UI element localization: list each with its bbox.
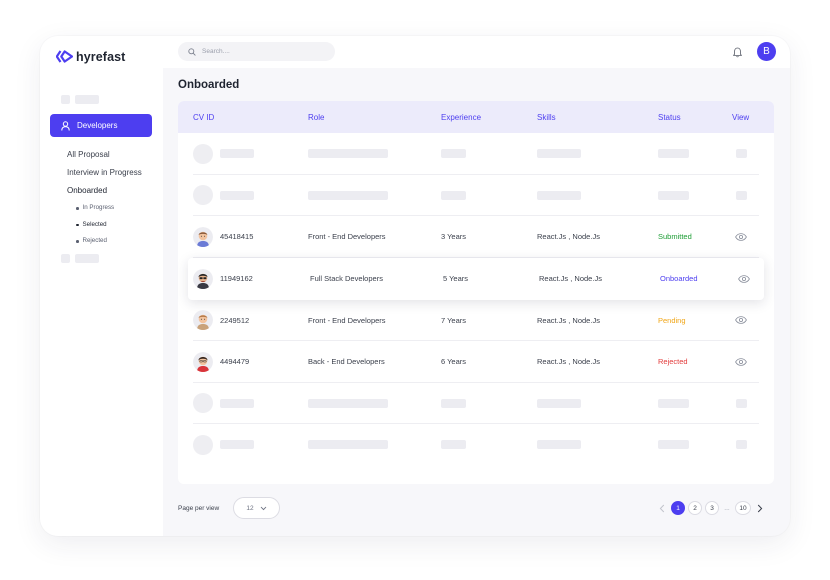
app-window: hyrefast Developers All Proposal Intervi… xyxy=(40,36,790,536)
page-per-view-label: Page per view xyxy=(178,505,220,512)
table-row[interactable]: 45418415 Front - End Developers 3 Years … xyxy=(178,216,774,258)
subnav-onboarded-children: In Progress Selected Rejected xyxy=(76,200,142,250)
column-view: View xyxy=(732,113,750,122)
previous-page-button[interactable] xyxy=(656,501,668,515)
table-row-placeholder xyxy=(178,133,774,175)
sidebar-subnav: All Proposal Interview in Progress Onboa… xyxy=(67,146,142,250)
search-input[interactable]: Search.... xyxy=(178,42,335,61)
subnav-rejected[interactable]: Rejected xyxy=(76,233,142,250)
sidebar-item-placeholder xyxy=(61,254,99,263)
status-badge: Onboarded xyxy=(660,274,698,284)
column-cv-id: CV ID xyxy=(193,113,215,122)
skills: React.Js , Node.Js xyxy=(537,357,600,367)
brand-name: hyrefast xyxy=(76,49,126,64)
role: Back - End Developers xyxy=(308,357,385,367)
eye-icon xyxy=(735,357,747,366)
table-row-placeholder xyxy=(178,175,774,216)
top-bar: Search.... B xyxy=(163,36,790,68)
table-row-placeholder xyxy=(178,424,774,466)
pagination: 1 2 3 ... 10 xyxy=(656,501,766,515)
user-icon xyxy=(61,120,70,131)
candidates-table: CV ID Role Experience Skills Status View xyxy=(178,101,774,484)
page-button-3[interactable]: 3 xyxy=(705,501,719,515)
subnav-in-progress[interactable]: In Progress xyxy=(76,200,142,217)
view-button[interactable] xyxy=(738,258,750,300)
page-size-select[interactable]: 12 xyxy=(233,497,280,519)
search-placeholder: Search.... xyxy=(202,48,230,55)
status-badge: Pending xyxy=(658,315,686,325)
table-row[interactable]: 2249512 Front - End Developers 7 Years R… xyxy=(178,300,774,342)
view-button[interactable] xyxy=(735,341,747,383)
subnav-selected[interactable]: Selected xyxy=(76,217,142,234)
view-button[interactable] xyxy=(735,300,747,342)
chevron-left-icon xyxy=(659,504,665,512)
role: Full Stack Developers xyxy=(310,274,383,284)
table-row-highlighted[interactable]: 11949162 Full Stack Developers 5 Years R… xyxy=(188,258,764,300)
cv-id: 45418415 xyxy=(220,232,254,242)
search-icon xyxy=(188,47,196,56)
hyrefast-logo-icon xyxy=(56,50,73,63)
status-badge: Submitted xyxy=(658,232,692,242)
sidebar-item-label: Developers xyxy=(77,121,118,130)
cv-id: 11949162 xyxy=(220,274,253,284)
column-status: Status xyxy=(658,113,681,122)
page-button-10[interactable]: 10 xyxy=(735,501,751,515)
page-title: Onboarded xyxy=(178,79,240,91)
sidebar-item-developers[interactable]: Developers xyxy=(50,114,152,137)
candidate-avatar xyxy=(193,268,213,289)
column-skills: Skills xyxy=(537,113,556,122)
role: Front - End Developers xyxy=(308,315,386,325)
table-row[interactable]: 4494479 Back - End Developers 6 Years Re… xyxy=(178,341,774,383)
eye-icon xyxy=(735,316,747,325)
column-role: Role xyxy=(308,113,325,122)
column-experience: Experience xyxy=(441,113,482,122)
sidebar: hyrefast Developers All Proposal Intervi… xyxy=(40,36,163,536)
cv-id: 2249512 xyxy=(220,315,250,325)
eye-icon xyxy=(738,274,750,283)
skills: React.Js , Node.Js xyxy=(537,232,600,242)
experience: 7 Years xyxy=(441,315,467,325)
role: Front - End Developers xyxy=(308,232,386,242)
page-button-1[interactable]: 1 xyxy=(671,501,685,515)
experience: 5 Years xyxy=(443,274,469,284)
chevron-right-icon xyxy=(757,504,763,512)
next-page-button[interactable] xyxy=(754,501,766,515)
notifications-button[interactable] xyxy=(732,45,743,63)
subnav-interview-in-progress[interactable]: Interview in Progress xyxy=(67,168,142,177)
page-button-2[interactable]: 2 xyxy=(688,501,702,515)
candidate-avatar xyxy=(193,351,213,372)
candidate-avatar xyxy=(193,226,213,247)
candidate-avatar xyxy=(193,310,213,331)
pagination-ellipsis: ... xyxy=(724,504,730,512)
table-header: CV ID Role Experience Skills Status View xyxy=(178,101,774,133)
page-size-value: 12 xyxy=(246,504,254,512)
user-avatar[interactable]: B xyxy=(757,42,776,61)
skills: React.Js , Node.Js xyxy=(539,274,602,284)
sidebar-item-placeholder xyxy=(61,95,99,104)
subnav-all-proposal[interactable]: All Proposal xyxy=(67,150,110,159)
subnav-onboarded[interactable]: Onboarded xyxy=(67,186,108,195)
bell-icon xyxy=(732,47,743,58)
view-button[interactable] xyxy=(735,216,747,258)
eye-icon xyxy=(735,232,747,241)
brand-logo[interactable]: hyrefast xyxy=(56,49,125,64)
chevron-down-icon xyxy=(260,506,266,510)
status-badge: Rejected xyxy=(658,357,688,367)
cv-id: 4494479 xyxy=(220,357,250,367)
table-row-placeholder xyxy=(178,383,774,424)
experience: 6 Years xyxy=(441,357,467,367)
experience: 3 Years xyxy=(441,232,467,242)
skills: React.Js , Node.Js xyxy=(537,315,600,325)
